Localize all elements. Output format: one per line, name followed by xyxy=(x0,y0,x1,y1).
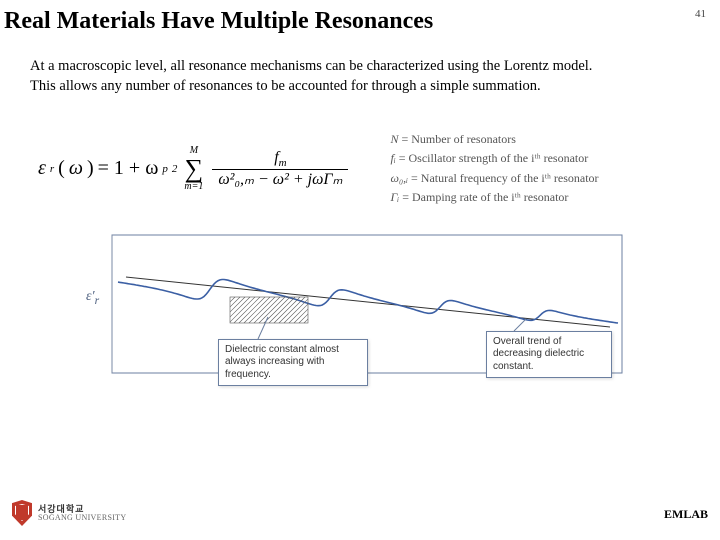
body-paragraph: At a macroscopic level, all resonance me… xyxy=(0,35,660,96)
legend-txt-1: = Number of resonators xyxy=(399,132,516,146)
lorentz-equation: εr (ω) = 1 + ωp2 M ∑ m=1 fm ω²₀,ₘ − ω² +… xyxy=(38,146,350,192)
annotation-left: Dielectric constant almost always increa… xyxy=(218,339,368,387)
resonance-chart: ε′r Dielectric constant almost always in… xyxy=(90,231,630,381)
legend-sym-1: N xyxy=(390,132,398,146)
legend-txt-4: = Damping rate of the iᵗʰ resonator xyxy=(399,190,568,204)
sum-bot: m=1 xyxy=(184,182,203,192)
eq-lhs-sub: r xyxy=(50,163,54,175)
shield-icon xyxy=(12,500,32,526)
legend-sym-4: Γᵢ xyxy=(390,190,399,204)
fraction: fm ω²₀,ₘ − ω² + jωΓₘ xyxy=(212,149,348,189)
legend-txt-2: = Oscillator strength of the iᵗʰ resonat… xyxy=(396,151,589,165)
university-logo: 서강대학교 SOGANG UNIVERSITY xyxy=(12,500,126,526)
logo-english: SOGANG UNIVERSITY xyxy=(38,514,126,522)
summation-icon: M ∑ m=1 xyxy=(184,146,203,192)
eq-wp-sup: 2 xyxy=(172,163,178,175)
legend-txt-3: = Natural frequency of the iᵗʰ resonator xyxy=(408,171,599,185)
eq-lhs-symbol: ε xyxy=(38,157,46,180)
eq-lhs-arg: ω xyxy=(69,157,83,180)
symbol-legend: N = Number of resonators fᵢ = Oscillator… xyxy=(390,130,598,207)
frac-num-sub: m xyxy=(279,157,287,169)
legend-sym-3: ω₀,ᵢ xyxy=(390,171,408,185)
equation-row: εr (ω) = 1 + ωp2 M ∑ m=1 fm ω²₀,ₘ − ω² +… xyxy=(38,130,720,207)
eq-rhs-lead: = 1 + ω xyxy=(98,157,159,180)
annotation-right: Overall trend of decreasing dielectric c… xyxy=(486,331,612,379)
eq-wp-sub: p xyxy=(162,163,168,175)
page-number: 41 xyxy=(695,8,706,20)
frac-den: ω²₀,ₘ − ω² + jωΓₘ xyxy=(212,169,348,189)
lab-label: EMLAB xyxy=(664,507,708,522)
slide-title: Real Materials Have Multiple Resonances xyxy=(0,0,720,35)
